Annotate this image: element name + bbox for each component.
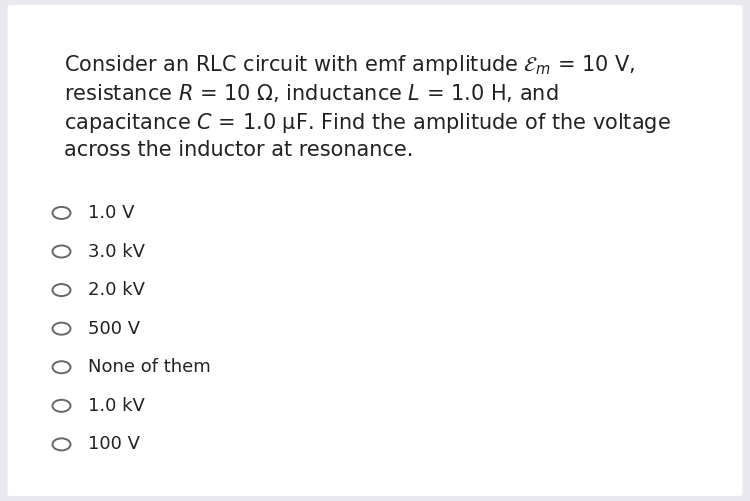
Text: 500 V: 500 V (88, 320, 141, 338)
Text: 1.0 kV: 1.0 kV (88, 397, 146, 415)
Text: 1.0 V: 1.0 V (88, 204, 135, 222)
Text: 3.0 kV: 3.0 kV (88, 242, 146, 261)
Text: across the inductor at resonance.: across the inductor at resonance. (64, 140, 413, 160)
Text: 2.0 kV: 2.0 kV (88, 281, 146, 299)
Text: capacitance $C$ = 1.0 μF. Find the amplitude of the voltage: capacitance $C$ = 1.0 μF. Find the ampli… (64, 111, 670, 135)
Text: Consider an RLC circuit with emf amplitude $\mathcal{E}_m$ = 10 V,: Consider an RLC circuit with emf amplitu… (64, 53, 635, 77)
Text: None of them: None of them (88, 358, 212, 376)
Text: resistance $R$ = 10 Ω, inductance $L$ = 1.0 H, and: resistance $R$ = 10 Ω, inductance $L$ = … (64, 82, 558, 104)
Text: 100 V: 100 V (88, 435, 140, 453)
